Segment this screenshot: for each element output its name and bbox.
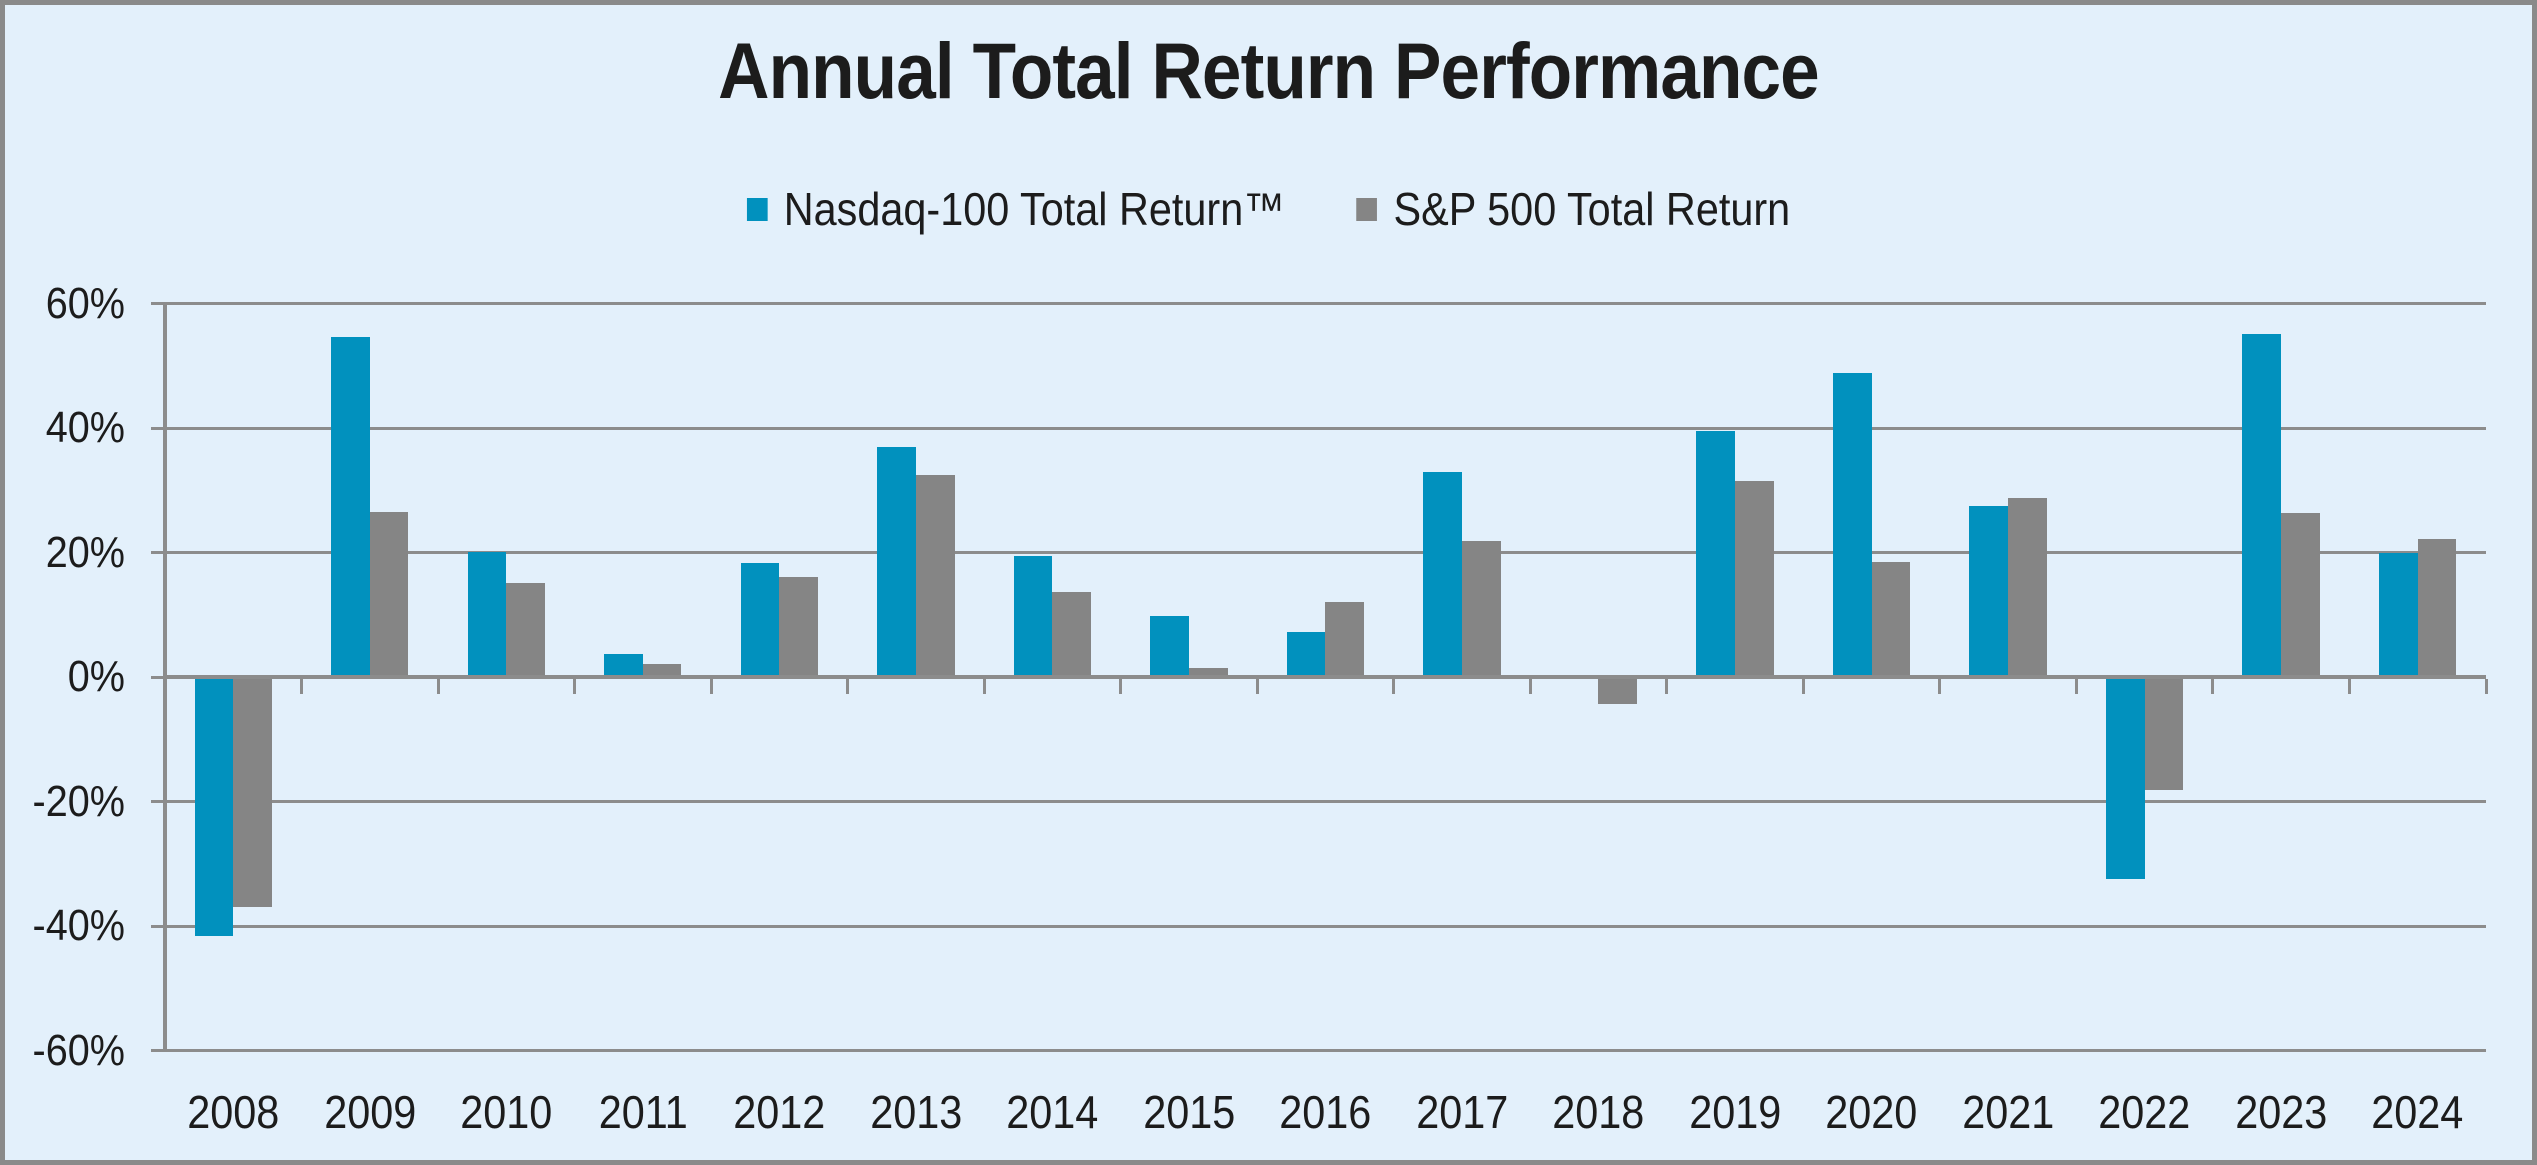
bar-sp500-2016 <box>1325 602 1365 677</box>
bar-sp500-2024 <box>2417 539 2457 677</box>
x-axis-tick-7 <box>1119 679 1123 694</box>
x-axis-label-2020: 2020 <box>1825 1086 1918 1138</box>
x-axis-tick-10 <box>1528 679 1532 694</box>
x-axis-label-2013: 2013 <box>869 1086 962 1138</box>
nasdaq-series-swatch-icon <box>746 197 768 221</box>
x-axis-label-2024: 2024 <box>2371 1086 2464 1138</box>
gridline-20 <box>165 551 2486 554</box>
x-axis-tick-4 <box>709 679 713 694</box>
y-axis-label--60: -60% <box>32 1025 125 1075</box>
x-axis-tick-6 <box>982 679 986 694</box>
bar-sp500-2011 <box>642 663 682 677</box>
x-axis-tick-5 <box>846 679 850 694</box>
x-axis-label-2016: 2016 <box>1279 1086 1372 1138</box>
legend-item-sp500: S&P 500 Total Return <box>1356 183 1791 235</box>
legend-item-nasdaq: Nasdaq-100 Total Return™ <box>746 183 1285 235</box>
bar-sp500-2014 <box>1052 591 1092 677</box>
y-axis-tick--20 <box>151 800 165 803</box>
bar-sp500-2020 <box>1871 562 1911 677</box>
legend-label-nasdaq: Nasdaq-100 Total Return™ <box>783 183 1285 235</box>
x-axis-label-2022: 2022 <box>2098 1086 2191 1138</box>
bar-nasdaq-2021 <box>1969 505 2009 677</box>
bar-nasdaq-2017 <box>1423 471 1462 677</box>
y-axis-label--40: -40% <box>32 901 125 950</box>
bar-nasdaq-2022 <box>2105 677 2145 879</box>
x-axis-tick-12 <box>1801 679 1805 694</box>
y-axis-label-20: 20% <box>45 527 125 577</box>
bar-sp500-2017 <box>1461 541 1501 677</box>
x-axis-tick-8 <box>1255 679 1259 694</box>
chart-legend: Nasdaq-100 Total Return™ S&P 500 Total R… <box>127 186 2410 232</box>
x-axis-tick-13 <box>1938 679 1942 694</box>
bar-nasdaq-2014 <box>1013 556 1053 677</box>
x-axis-tick-15 <box>2211 679 2215 694</box>
x-axis-tick-3 <box>573 679 577 694</box>
y-axis-tick-40 <box>151 426 165 430</box>
bar-sp500-2015 <box>1188 668 1228 677</box>
x-axis-label-2019: 2019 <box>1689 1086 1782 1138</box>
x-axis-label-2017: 2017 <box>1415 1086 1509 1138</box>
legend-label-sp500: S&P 500 Total Return <box>1393 183 1791 235</box>
bar-sp500-2022 <box>2144 677 2184 790</box>
y-axis-tick-0 <box>151 675 165 679</box>
bar-nasdaq-2008 <box>194 677 234 936</box>
y-axis-tick-60 <box>151 302 165 305</box>
bar-nasdaq-2024 <box>2378 552 2418 677</box>
sp500-series-swatch-icon <box>1356 197 1378 221</box>
gridline-40 <box>165 426 2486 430</box>
bar-sp500-2019 <box>1735 480 1774 677</box>
bar-nasdaq-2020 <box>1832 372 1872 677</box>
x-axis-label-2008: 2008 <box>187 1086 280 1138</box>
bar-nasdaq-2012 <box>740 563 780 677</box>
y-axis-tick--60 <box>151 1049 165 1052</box>
bar-nasdaq-2016 <box>1286 631 1326 677</box>
x-axis-tick-11 <box>1665 679 1669 694</box>
x-axis-label-2010: 2010 <box>460 1086 553 1138</box>
bar-nasdaq-2011 <box>604 653 643 677</box>
bar-nasdaq-2010 <box>467 551 507 677</box>
x-axis-label-2018: 2018 <box>1552 1086 1645 1138</box>
y-axis-label--20: -20% <box>32 776 125 826</box>
bar-nasdaq-2015 <box>1150 615 1189 677</box>
y-axis-tick-20 <box>151 551 165 554</box>
bar-sp500-2008 <box>233 677 272 908</box>
x-axis-tick-1 <box>300 679 304 694</box>
x-axis-label-2014: 2014 <box>1006 1086 1099 1138</box>
x-axis-label-2011: 2011 <box>598 1086 688 1138</box>
x-axis-label-2009: 2009 <box>323 1086 416 1138</box>
bar-sp500-2023 <box>2281 513 2320 677</box>
bar-nasdaq-2019 <box>1696 431 1735 677</box>
y-axis-label-0: 0% <box>67 652 125 701</box>
x-axis-tick-16 <box>2347 679 2351 694</box>
y-axis-label-40: 40% <box>45 403 125 452</box>
x-axis-tick-2 <box>436 679 440 694</box>
gridline-60 <box>165 302 2486 305</box>
y-axis-tick--40 <box>151 924 165 928</box>
x-axis-tick-17 <box>2484 679 2488 694</box>
gridline--20 <box>165 800 2486 803</box>
x-axis-label-2023: 2023 <box>2235 1086 2328 1138</box>
x-axis-tick-0 <box>163 679 167 694</box>
bar-sp500-2009 <box>369 512 409 677</box>
bar-sp500-2013 <box>915 475 955 677</box>
bar-nasdaq-2023 <box>2242 334 2282 677</box>
bar-nasdaq-2013 <box>877 447 916 677</box>
x-axis-tick-9 <box>1392 679 1396 694</box>
chart-title: Annual Total Return Performance <box>718 26 1820 115</box>
gridline--40 <box>165 924 2486 928</box>
x-axis-zero-line <box>165 675 2486 679</box>
x-axis-label-2015: 2015 <box>1142 1086 1236 1138</box>
bar-nasdaq-2009 <box>331 337 370 677</box>
gridline--60 <box>165 1049 2486 1052</box>
bar-sp500-2010 <box>506 583 545 677</box>
x-axis-tick-14 <box>2074 679 2078 694</box>
x-axis-label-2021: 2021 <box>1962 1086 2055 1138</box>
y-axis-label-60: 60% <box>45 278 125 328</box>
bar-sp500-2021 <box>2008 498 2047 677</box>
bar-sp500-2018 <box>1598 677 1638 705</box>
x-axis-label-2012: 2012 <box>733 1086 826 1138</box>
bar-sp500-2012 <box>779 577 818 677</box>
